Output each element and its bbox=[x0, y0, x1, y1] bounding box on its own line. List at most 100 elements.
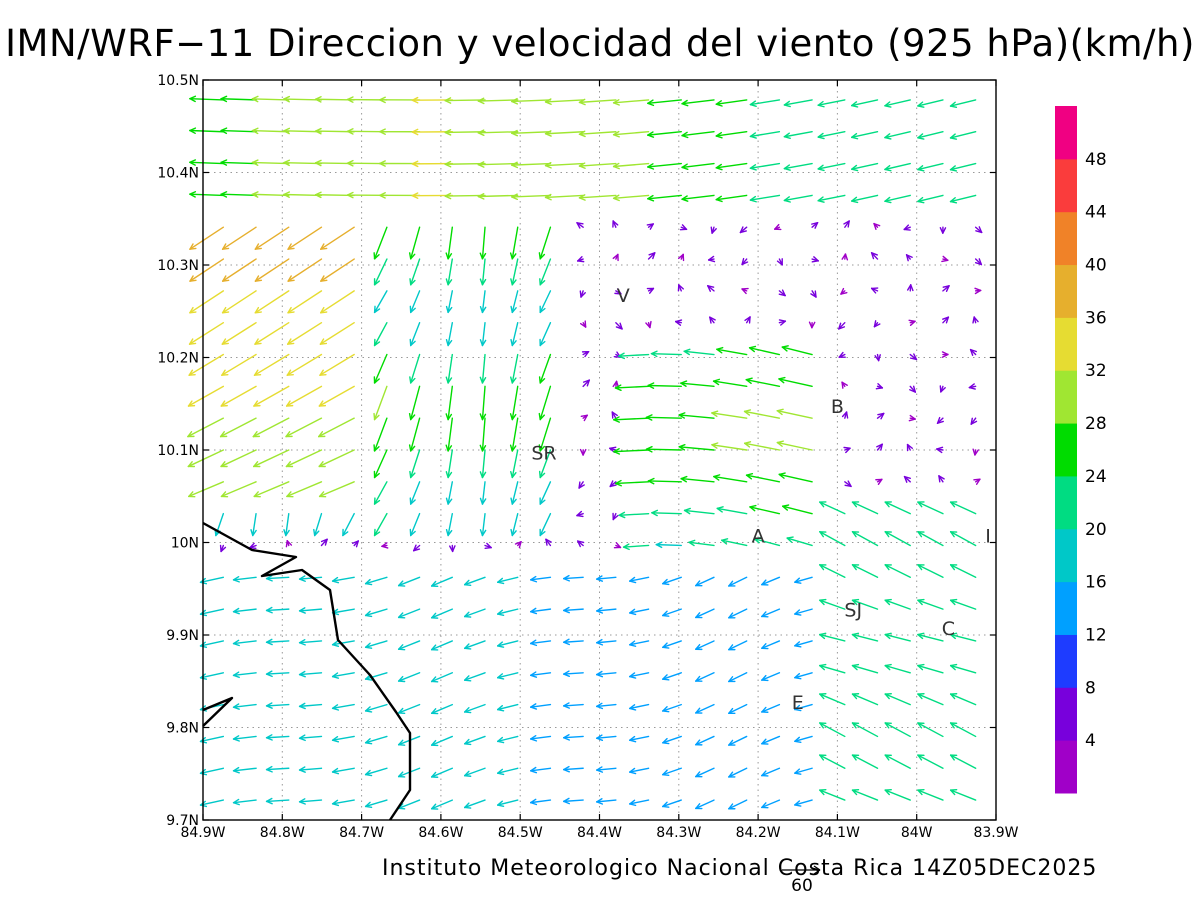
wind-vector-shaft bbox=[364, 767, 388, 776]
wind-vector-head bbox=[851, 132, 858, 139]
wind-vector bbox=[748, 345, 781, 356]
colorbar-segment bbox=[1055, 317, 1077, 371]
wind-vector-shaft bbox=[511, 194, 552, 198]
wind-vector-shaft bbox=[430, 576, 454, 587]
wind-vector-head bbox=[903, 475, 911, 480]
wind-vector-shaft bbox=[596, 735, 617, 739]
wind-vector-head bbox=[563, 765, 570, 771]
wind-vector bbox=[331, 735, 355, 743]
wind-vector-shaft bbox=[949, 531, 977, 547]
wind-vector bbox=[397, 640, 421, 651]
wind-vector-shaft bbox=[761, 640, 781, 649]
wind-vector bbox=[286, 353, 323, 376]
wind-vector-head bbox=[346, 128, 354, 133]
wind-vector-head bbox=[613, 419, 620, 423]
wind-vector-head bbox=[251, 129, 259, 135]
wind-vector-head bbox=[578, 484, 585, 489]
wind-vector bbox=[786, 536, 813, 547]
wind-vector bbox=[479, 385, 487, 421]
wind-vector-head bbox=[265, 670, 273, 675]
wind-vector-head bbox=[511, 129, 518, 134]
wind-vector-head bbox=[319, 342, 328, 345]
wind-vector-head bbox=[481, 377, 487, 384]
wind-vector-head bbox=[409, 470, 412, 479]
wind-vector-head bbox=[912, 385, 917, 393]
wind-vector-shaft bbox=[917, 722, 944, 738]
wind-vector-head bbox=[612, 380, 618, 388]
wind-vector-head bbox=[794, 672, 801, 679]
wind-vector-head bbox=[331, 580, 340, 584]
wind-vector bbox=[841, 411, 849, 419]
wind-vector bbox=[645, 320, 652, 329]
wind-vector bbox=[596, 638, 617, 646]
wind-vector bbox=[942, 285, 950, 292]
wind-vector-head bbox=[397, 644, 404, 650]
wind-vector bbox=[761, 703, 781, 713]
wind-vector-head bbox=[430, 580, 437, 587]
wind-vector-head bbox=[716, 346, 724, 350]
wind-vector-head bbox=[253, 373, 262, 376]
colorbar-segment bbox=[1055, 634, 1077, 688]
wind-vector bbox=[973, 478, 981, 485]
wind-vector bbox=[430, 672, 454, 683]
wind-vector-shaft bbox=[949, 99, 977, 107]
wind-vector-head bbox=[319, 373, 327, 376]
wind-vector bbox=[430, 799, 454, 810]
wind-vector-head bbox=[447, 471, 453, 479]
wind-vector-head bbox=[662, 737, 668, 744]
wind-vector-head bbox=[709, 316, 716, 321]
wind-vector-shaft bbox=[695, 799, 715, 810]
wind-vector bbox=[776, 408, 813, 419]
wind-vector-shaft bbox=[447, 385, 454, 421]
wind-vector bbox=[695, 576, 715, 587]
wind-vector bbox=[509, 385, 519, 421]
wind-vector-head bbox=[649, 223, 654, 230]
wind-vector bbox=[580, 414, 588, 422]
wind-vector-head bbox=[711, 444, 718, 449]
wind-vector-head bbox=[220, 546, 227, 553]
wind-vector-head bbox=[220, 461, 226, 468]
wind-vector-head bbox=[884, 598, 892, 601]
wind-vector-head bbox=[511, 279, 517, 286]
wind-vector-head bbox=[577, 255, 583, 262]
wind-vector-shaft bbox=[410, 512, 421, 537]
wind-vector bbox=[397, 608, 421, 619]
wind-vector bbox=[968, 383, 977, 390]
wind-vector bbox=[761, 672, 781, 682]
wind-vector-head bbox=[578, 197, 586, 201]
wind-vector-head bbox=[481, 413, 487, 421]
wind-vector-head bbox=[576, 222, 584, 225]
wind-vector-head bbox=[287, 279, 295, 282]
wind-vector-shaft bbox=[511, 385, 519, 421]
wind-vector-head bbox=[189, 279, 197, 282]
wind-vector bbox=[220, 95, 257, 103]
wind-vector bbox=[577, 540, 585, 548]
wind-vector-head bbox=[285, 461, 291, 468]
wind-vector bbox=[510, 258, 519, 286]
wind-vector bbox=[674, 319, 683, 326]
wind-vector-head bbox=[596, 769, 604, 773]
wind-vector-head bbox=[615, 479, 622, 485]
wind-vector-head bbox=[695, 739, 701, 746]
gridlines bbox=[203, 80, 996, 820]
wind-vector-head bbox=[346, 191, 354, 196]
wind-vector-head bbox=[373, 414, 380, 421]
wind-vector-shaft bbox=[298, 640, 323, 644]
wind-vector-head bbox=[917, 664, 924, 671]
wind-vector-head bbox=[611, 411, 618, 417]
wind-vector-shaft bbox=[410, 417, 421, 452]
wind-vector-head bbox=[373, 499, 381, 505]
wind-vector-shaft bbox=[364, 608, 388, 617]
wind-vector-head bbox=[683, 509, 691, 515]
wind-vector bbox=[743, 441, 781, 451]
wind-vector-shaft bbox=[221, 353, 257, 376]
wind-vector-head bbox=[662, 614, 670, 617]
wind-vector-shaft bbox=[481, 353, 486, 384]
wind-vector-shaft bbox=[511, 353, 519, 384]
wind-vector-head bbox=[618, 511, 626, 516]
wind-vector-shaft bbox=[331, 576, 355, 582]
wind-vector bbox=[645, 414, 682, 421]
wind-vector-head bbox=[819, 693, 825, 700]
wind-vector bbox=[445, 385, 454, 421]
wind-vector-head bbox=[320, 538, 328, 543]
